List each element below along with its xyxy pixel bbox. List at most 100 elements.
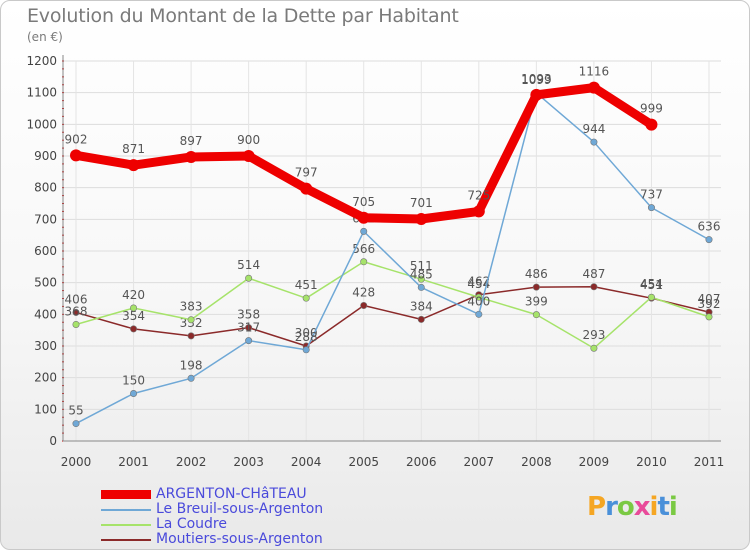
- data-point-1: [705, 236, 713, 244]
- x-tick-label: 2005: [348, 455, 379, 469]
- data-label-1: 55: [68, 404, 83, 418]
- x-tick-label: 2000: [61, 455, 92, 469]
- y-tick-label: 1000: [26, 117, 57, 131]
- data-point-0: [530, 88, 543, 101]
- y-tick-label: 0: [49, 434, 57, 448]
- y-tick-label: 600: [34, 244, 57, 258]
- legend-swatch: [101, 524, 151, 526]
- series-line-1: [75, 92, 710, 425]
- chart-unit: (en €): [27, 30, 63, 44]
- data-label-0: 902: [65, 132, 88, 146]
- legend-swatch: [101, 539, 151, 541]
- legend-swatch: [101, 490, 151, 499]
- data-point-3: [187, 332, 195, 340]
- x-tick-label: 2008: [521, 455, 552, 469]
- data-point-1: [130, 389, 138, 397]
- data-point-0: [587, 81, 600, 94]
- x-tick-label: 2007: [464, 455, 495, 469]
- data-point-3: [130, 325, 138, 333]
- data-point-0: [472, 205, 485, 218]
- data-label-0: 871: [122, 142, 145, 156]
- data-label-1: 198: [180, 358, 203, 372]
- data-label-2: 383: [180, 300, 203, 314]
- data-point-0: [185, 150, 198, 163]
- data-point-2: [187, 316, 195, 324]
- data-point-3: [245, 324, 253, 332]
- data-point-0: [415, 213, 428, 226]
- y-tick-label: 1100: [26, 86, 57, 100]
- x-tick-label: 2010: [636, 455, 667, 469]
- data-label-0: 701: [410, 196, 433, 210]
- data-label-2: 511: [410, 259, 433, 273]
- data-label-3: 428: [352, 285, 375, 299]
- data-point-0: [645, 118, 658, 131]
- data-point-1: [187, 374, 195, 382]
- data-point-3: [532, 283, 540, 291]
- data-point-1: [360, 227, 368, 235]
- series-line-3: [75, 286, 710, 347]
- data-point-2: [532, 311, 540, 319]
- legend-swatch: [101, 509, 151, 511]
- data-label-2: 566: [352, 242, 375, 256]
- legend-item: Le Breuil-sous-Argenton: [101, 501, 361, 517]
- data-label-0: 999: [640, 102, 663, 116]
- data-label-0: 725: [467, 188, 490, 202]
- data-point-3: [72, 308, 80, 316]
- data-point-2: [590, 344, 598, 352]
- x-tick-label: 2004: [291, 455, 322, 469]
- data-label-0: 900: [237, 133, 260, 147]
- data-point-0: [70, 149, 82, 162]
- data-label-3: 487: [582, 267, 605, 281]
- data-label-1: 737: [640, 188, 663, 202]
- data-point-3: [360, 301, 368, 309]
- data-point-1: [302, 346, 310, 354]
- chart-title: Evolution du Montant de la Dette par Hab…: [27, 5, 459, 27]
- data-point-1: [417, 283, 425, 291]
- data-label-2: 293: [582, 328, 605, 342]
- y-tick-label: 300: [34, 339, 57, 353]
- data-label-2: 514: [237, 258, 260, 272]
- data-label-0: 1116: [579, 65, 610, 79]
- data-point-2: [302, 294, 310, 302]
- x-tick-label: 2011: [694, 455, 725, 469]
- data-label-2: 368: [65, 304, 88, 318]
- data-label-0: 1093: [521, 72, 552, 86]
- data-point-2: [360, 258, 368, 266]
- data-label-2: 399: [525, 295, 548, 309]
- series-line-2: [75, 261, 710, 349]
- data-label-1: 636: [698, 220, 721, 234]
- y-tick-label: 700: [34, 212, 57, 226]
- legend-item: La Coudre: [101, 516, 361, 532]
- data-point-3: [590, 283, 598, 291]
- chart-legend: ARGENTON-CHâTEAU Le Breuil-sous-Argenton L…: [101, 486, 361, 547]
- data-label-3: 407: [698, 292, 721, 306]
- data-point-1: [72, 420, 80, 428]
- data-point-0: [300, 182, 313, 195]
- data-label-1: 317: [237, 321, 260, 335]
- data-point-1: [647, 204, 655, 212]
- y-tick-label: 400: [34, 307, 57, 321]
- data-label-0: 797: [295, 166, 318, 180]
- y-tick-label: 900: [34, 149, 57, 163]
- data-point-2: [130, 304, 138, 312]
- data-point-2: [72, 320, 80, 328]
- y-tick-label: 500: [34, 276, 57, 290]
- proxiti-logo: Proxiti: [587, 492, 678, 522]
- data-label-0: 705: [352, 195, 375, 209]
- x-tick-label: 2003: [233, 455, 264, 469]
- data-label-2: 451: [295, 278, 318, 292]
- data-point-2: [705, 313, 713, 321]
- legend-item: Moutiers-sous-Argenton: [101, 531, 361, 547]
- data-label-3: 384: [410, 299, 433, 313]
- data-label-3: 451: [640, 278, 663, 292]
- data-label-1: 485: [410, 267, 433, 281]
- legend-label: Moutiers-sous-Argenton: [156, 531, 323, 547]
- data-label-0: 897: [180, 134, 203, 148]
- legend-label: La Coudre: [156, 516, 227, 532]
- data-label-2: 420: [122, 288, 145, 302]
- data-point-1: [245, 337, 253, 345]
- data-label-3: 358: [237, 308, 260, 322]
- data-label-3: 354: [122, 309, 145, 323]
